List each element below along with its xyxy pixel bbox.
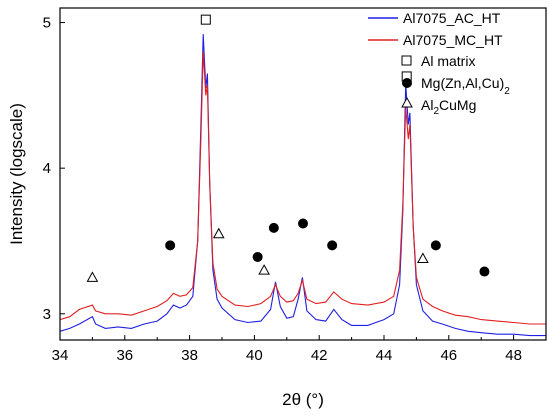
- x-tick-label-36: 36: [116, 347, 133, 364]
- y-tick-label-3: 3: [43, 306, 51, 323]
- plot-frame: [59, 7, 547, 341]
- series-line-mc-ht: [59, 51, 546, 325]
- x-tick-label-48: 48: [505, 347, 522, 364]
- circle-marker-1: [252, 252, 263, 262]
- legend-label-mg-phase-sub: 2: [504, 86, 510, 97]
- circle-marker-4: [327, 240, 338, 251]
- legend-label-al2cumg-2: CuMg: [439, 97, 476, 113]
- x-tick-label-38: 38: [181, 347, 198, 364]
- triangle-marker-2: [258, 264, 270, 275]
- triangle-marker-0: [86, 271, 99, 282]
- y-tick-label-4: 4: [43, 160, 51, 177]
- legend-label-mg-phase-main: Mg(Zn,Al,Cu): [421, 75, 504, 91]
- triangle-marker-1: [212, 227, 225, 239]
- marker-layer: [86, 14, 490, 282]
- series-layer: [59, 34, 546, 337]
- legend-label-al2cumg-1: Al: [421, 97, 433, 113]
- legend: Al7075_AC_HT Al7075_MC_HT Al matrix Mg(Z…: [368, 10, 510, 117]
- x-tick-label-34: 34: [52, 347, 69, 364]
- circle-marker-2: [268, 222, 279, 233]
- legend-label-al-matrix: Al matrix: [421, 53, 475, 69]
- circle-marker-5: [430, 240, 441, 251]
- x-tick-label-40: 40: [246, 347, 263, 364]
- circle-marker-3: [298, 218, 308, 229]
- x-axis-title: 2θ (°): [282, 390, 324, 409]
- legend-label-al2cumg-sub: 2: [433, 106, 439, 117]
- legend-triangle-icon: [401, 96, 413, 108]
- circle-marker-0: [165, 240, 176, 251]
- triangle-marker-3: [417, 252, 429, 263]
- legend-circle-icon: [402, 78, 412, 88]
- x-tick-label-42: 42: [311, 347, 328, 364]
- series-line-ac-ht: [59, 34, 546, 337]
- x-tick-label-44: 44: [376, 347, 393, 364]
- legend-label-mc: Al7075_MC_HT: [403, 32, 503, 48]
- legend-square-icon: [401, 55, 412, 66]
- x-tick-label-46: 46: [440, 347, 457, 364]
- legend-label-ac: Al7075_AC_HT: [403, 10, 501, 26]
- legend-label-mg-phase: Mg(Zn,Al,Cu)2: [421, 75, 510, 97]
- y-tick-label-5: 5: [43, 15, 51, 32]
- circle-marker-6: [479, 266, 490, 277]
- square-marker-0: [200, 14, 211, 25]
- x-axis: 34 36 38 40 42 44 46 48: [52, 335, 522, 364]
- y-axis: 3 4 5: [43, 15, 65, 323]
- legend-label-al2cumg: Al2CuMg: [421, 97, 476, 117]
- y-axis-title: Intensity (logscale): [7, 103, 26, 245]
